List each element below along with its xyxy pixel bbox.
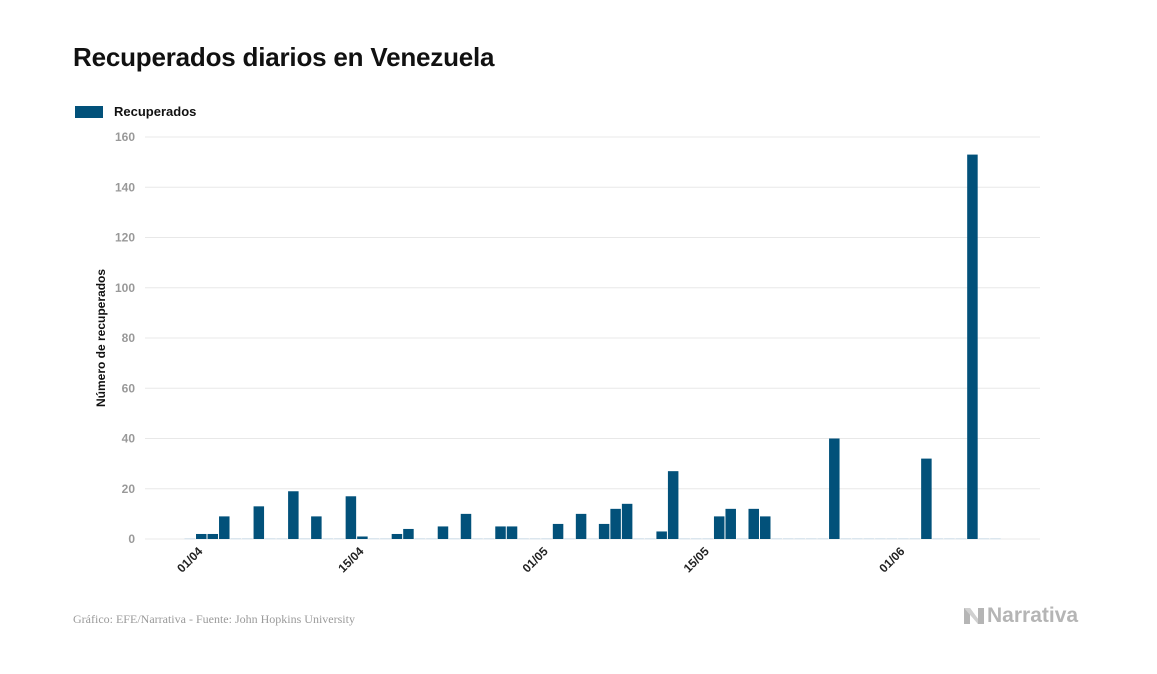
- bar: [932, 538, 944, 540]
- y-tick-label: 100: [115, 281, 135, 295]
- bar: [725, 508, 736, 539]
- bar: [345, 496, 357, 539]
- y-tick-label: 40: [122, 432, 136, 446]
- y-tick-label: 20: [122, 482, 136, 496]
- bar: [829, 438, 840, 539]
- bar: [552, 523, 564, 539]
- bar: [472, 538, 483, 540]
- bar: [357, 536, 368, 539]
- bar: [311, 516, 322, 539]
- bar: [265, 538, 276, 540]
- x-tick-label: 01/06: [876, 544, 907, 575]
- bar: [460, 513, 472, 539]
- y-tick-label: 0: [128, 532, 135, 546]
- bar: [690, 538, 702, 540]
- bar: [253, 506, 265, 539]
- bar: [414, 538, 426, 540]
- bar: [506, 526, 518, 539]
- narrativa-logo: Narrativa: [963, 604, 1078, 628]
- bar: [299, 538, 311, 540]
- bar: [391, 533, 403, 539]
- bar: [621, 503, 633, 539]
- bar: [967, 154, 978, 539]
- bar: [322, 538, 334, 540]
- x-tick-label: 01/04: [174, 544, 205, 575]
- bar: [196, 533, 207, 539]
- bar: [518, 538, 529, 540]
- bar: [207, 533, 219, 539]
- bar: [921, 458, 932, 539]
- bar: [598, 523, 610, 539]
- narrativa-logo-icon: [964, 608, 984, 624]
- x-tick-label: 01/05: [520, 544, 551, 575]
- bar: [403, 528, 414, 539]
- bar: [783, 538, 794, 540]
- y-axis-label: Número de recuperados: [94, 269, 108, 407]
- bar: [978, 538, 990, 540]
- bar: [817, 538, 829, 540]
- bar: [840, 538, 852, 540]
- y-tick-label: 140: [115, 180, 135, 194]
- bar: [529, 538, 541, 540]
- x-tick-label: 15/05: [681, 544, 712, 575]
- source-footer: Gráfico: EFE/Narrativa - Fuente: John Ho…: [73, 612, 355, 626]
- bar: [898, 538, 909, 540]
- legend-label: Recuperados: [114, 104, 197, 119]
- chart-title: Recuperados diarios en Venezuela: [73, 42, 495, 72]
- bar: [368, 538, 380, 540]
- bar: [288, 491, 299, 539]
- y-tick-label: 120: [115, 231, 135, 245]
- bar: [449, 538, 460, 540]
- bar: [852, 538, 863, 540]
- bar: [736, 538, 748, 540]
- bar: [944, 538, 955, 540]
- bar: [886, 538, 898, 540]
- bar: [667, 471, 679, 539]
- bar: [334, 538, 345, 540]
- bar: [633, 538, 644, 540]
- bar: [656, 531, 667, 539]
- bar: [713, 516, 725, 539]
- bar: [794, 538, 806, 540]
- bar: [760, 516, 771, 539]
- bar: [564, 538, 575, 540]
- bar: [230, 538, 242, 540]
- x-tick-label: 15/04: [335, 544, 366, 575]
- bar: [242, 538, 253, 540]
- y-tick-label: 60: [122, 381, 136, 395]
- legend: Recuperados: [75, 104, 196, 119]
- bar: [541, 538, 552, 540]
- bar: [380, 538, 391, 540]
- bar: [702, 538, 713, 540]
- bar: [184, 538, 195, 540]
- legend-swatch: [75, 105, 103, 118]
- bar: [771, 538, 783, 540]
- y-tick-label: 160: [115, 130, 135, 144]
- bar: [219, 516, 230, 539]
- bar: [863, 538, 875, 540]
- bar: [806, 538, 817, 540]
- bar: [990, 538, 1001, 540]
- bar: [875, 538, 886, 540]
- logo-text: Narrativa: [987, 604, 1079, 627]
- bar: [587, 538, 598, 540]
- bar: [679, 538, 690, 540]
- bar: [276, 538, 288, 540]
- bar: [483, 538, 495, 540]
- bar: [644, 538, 656, 540]
- bar: [495, 526, 506, 539]
- bar: [437, 526, 449, 539]
- bar: [575, 513, 587, 539]
- bar: [748, 508, 759, 539]
- bar: [426, 538, 437, 540]
- bar: [955, 538, 967, 540]
- bar: [909, 538, 921, 540]
- bar: [610, 508, 621, 539]
- y-tick-label: 80: [122, 331, 136, 345]
